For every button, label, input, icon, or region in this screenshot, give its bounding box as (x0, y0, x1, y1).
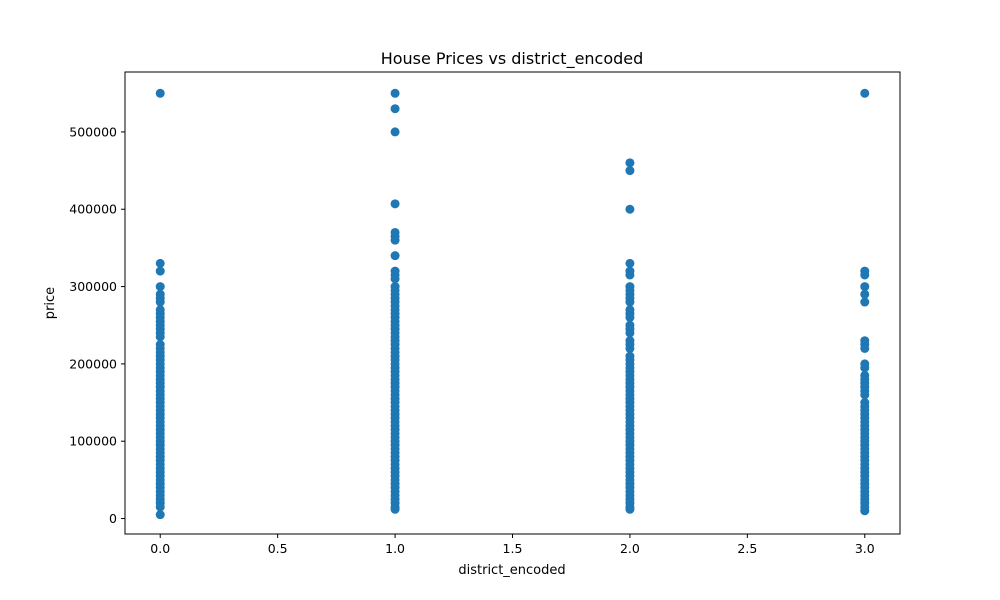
data-point (155, 266, 165, 276)
data-point (860, 88, 870, 98)
points-layer (155, 88, 870, 520)
data-point (390, 199, 400, 209)
y-tick-label: 400000 (69, 202, 117, 217)
data-point (390, 251, 400, 261)
data-point (625, 343, 635, 353)
data-point (625, 258, 635, 268)
y-axis-label: price (43, 287, 58, 319)
y-axis: 0 100000 200000 300000 400000 500000 (69, 124, 125, 526)
data-point (860, 297, 870, 307)
data-point (155, 297, 165, 307)
data-point (390, 274, 400, 284)
data-point (625, 297, 635, 307)
x-tick-label: 1.5 (503, 541, 523, 556)
data-point (155, 282, 165, 292)
y-tick-label: 500000 (69, 124, 117, 139)
x-axis-label: district_encoded (458, 563, 565, 578)
chart-title: House Prices vs district_encoded (381, 49, 644, 69)
data-point (860, 289, 870, 299)
data-point (155, 332, 165, 342)
data-point (625, 204, 635, 214)
data-point (625, 270, 635, 280)
x-axis: 0.0 0.5 1.0 1.5 2.0 2.5 3.0 (150, 534, 875, 556)
data-point (155, 510, 165, 520)
x-tick-label: 3.0 (855, 541, 875, 556)
data-point (860, 390, 870, 400)
y-tick-label: 200000 (69, 356, 117, 371)
data-point (860, 282, 870, 292)
data-point (155, 88, 165, 98)
y-tick-label: 0 (109, 511, 117, 526)
data-point (625, 313, 635, 322)
data-point (155, 502, 165, 512)
data-point (155, 258, 165, 268)
y-tick-label: 100000 (69, 434, 117, 449)
x-tick-label: 1.0 (385, 541, 405, 556)
y-tick-label: 300000 (69, 279, 117, 294)
x-tick-label: 0.5 (268, 541, 288, 556)
data-point (390, 235, 400, 245)
data-point (860, 506, 870, 516)
x-tick-label: 0.0 (150, 541, 170, 556)
data-point (390, 104, 400, 114)
data-point (860, 343, 870, 353)
data-point (625, 504, 635, 514)
data-point (390, 504, 400, 514)
data-point (860, 270, 870, 280)
data-point (625, 328, 635, 338)
x-tick-label: 2.0 (620, 541, 640, 556)
data-point (390, 88, 400, 98)
data-point (860, 363, 870, 373)
x-tick-label: 2.5 (737, 541, 757, 556)
data-point (390, 127, 400, 137)
data-point (625, 166, 635, 176)
data-point (625, 158, 635, 168)
